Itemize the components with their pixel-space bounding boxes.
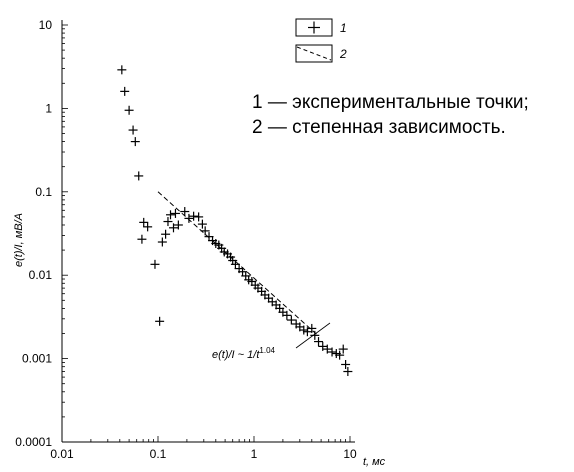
data-point-7 [139,217,149,227]
tick-labels: 0.01 0.1 1 10 0.0001 0.001 0.01 0.1 1 10 [15,18,357,461]
data-point-19 [184,213,194,223]
legend-box-2 [295,44,333,63]
data-point-33 [230,259,240,269]
data-point-8 [143,222,153,232]
data-point-2 [124,105,134,115]
legend-marker-2-dashed [296,46,332,61]
x-tick-label-3: 10 [343,447,357,461]
data-point-6 [137,234,147,244]
data-point-15 [168,223,178,233]
data-point-4 [130,137,140,147]
data-point-21 [194,212,204,222]
data-point-16 [170,208,180,218]
data-point-9 [150,259,160,269]
data-point-58 [322,344,332,354]
data-point-62 [338,344,348,354]
data-point-13 [163,217,173,227]
data-point-57 [318,341,328,351]
data-point-10 [155,316,165,326]
y-axis-label: e(t)/I, мВ/А [13,213,25,267]
power-law-fit-line [157,191,318,335]
x-tick-label-1: 0.1 [150,447,167,461]
fit-annotation: e(t)/I ~ 1/t1.04 [212,346,276,361]
data-point-0 [117,65,127,75]
data-point-3 [128,125,138,135]
x-axis-label: t, мс [363,456,386,468]
legend-label-2: 2 [339,47,347,61]
data-point-22 [197,219,207,229]
data-point-1 [120,86,130,96]
y-tick-label-1: 0.001 [22,352,52,366]
data-point-5 [134,171,144,181]
data-point-17 [173,220,183,230]
legend-explanation-line-2: 2 — степенная зависимость. [252,117,506,138]
legend-explanation-line-1: 1 — экспериментальные точки; [252,92,529,113]
y-tick-label-3: 0.1 [35,185,52,199]
fit-line-segment [157,191,318,335]
legend-explanation: 1 — экспериментальные точки; 2 — степенн… [252,90,529,140]
data-point-23 [200,226,210,236]
data-point-48 [282,310,292,320]
tick-marks [61,24,351,443]
y-tick-label-4: 1 [45,101,52,115]
x-tick-label-2: 1 [251,447,258,461]
experimental-points [117,65,353,377]
data-point-11 [157,237,167,247]
data-point-52 [299,325,309,335]
data-point-54 [307,323,317,333]
data-point-12 [161,229,171,239]
y-tick-label-0: 0.0001 [15,435,52,449]
legend: 1 2 [295,18,347,63]
data-point-64 [343,367,353,377]
legend-box-1 [295,18,333,37]
data-point-49 [286,315,296,325]
y-tick-label-5: 10 [39,18,53,32]
data-point-18 [180,207,190,217]
data-point-61 [335,350,345,360]
y-tick-label-2: 0.01 [29,268,53,282]
x-tick-label-0: 0.01 [50,447,74,461]
legend-marker-1-plus [308,21,320,34]
data-point-20 [189,211,199,221]
data-point-55 [310,330,320,340]
data-point-14 [166,210,176,220]
fit-annotation-leader [295,322,331,349]
data-point-63 [341,359,351,369]
data-point-59 [327,347,337,357]
legend-label-1: 1 [340,21,347,35]
data-point-56 [314,337,324,347]
